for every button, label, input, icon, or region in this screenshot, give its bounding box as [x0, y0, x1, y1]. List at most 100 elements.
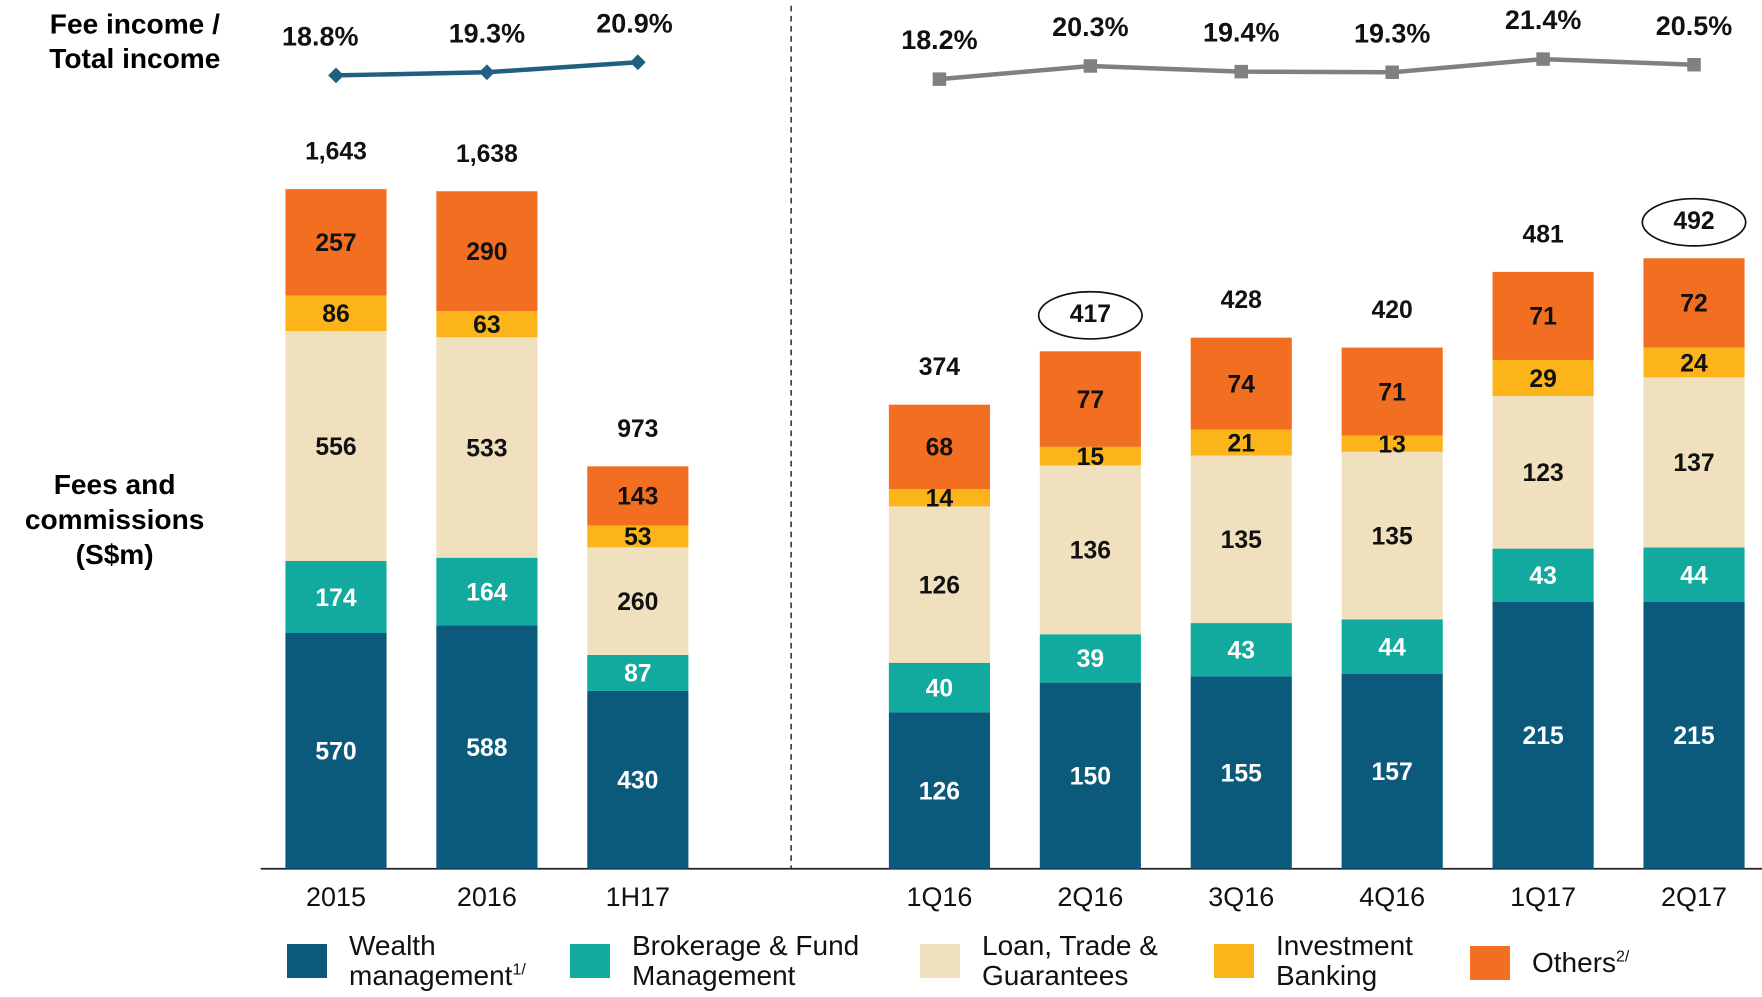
segment-label: 77: [1077, 387, 1105, 414]
segment-label: 556: [315, 434, 356, 461]
ratio-marker: [1687, 57, 1701, 72]
legend-item: Others2/: [1470, 946, 1752, 980]
segment-label: 570: [315, 739, 356, 766]
legend-text: Loan, Trade & Guarantees: [982, 931, 1222, 991]
bar-segment: [587, 654, 689, 691]
bar-segment: [1643, 377, 1745, 548]
ratio-label: 20.9%: [596, 8, 672, 38]
ratio-marker: [1385, 65, 1399, 79]
total-label: 417: [1070, 301, 1111, 328]
y-label: Fees and: [54, 469, 176, 500]
segment-label: 533: [466, 435, 507, 462]
bar-segment: [587, 547, 689, 655]
legend-text: Investment Banking: [1276, 931, 1476, 991]
ratio-marker: [1234, 64, 1249, 79]
x-tick-label: 4Q16: [1359, 882, 1425, 912]
ratio-marker: [328, 67, 344, 84]
ratio-marker: [1083, 59, 1098, 73]
segment-label: 44: [1680, 562, 1708, 589]
segment-label: 14: [926, 486, 954, 513]
bar-segment: [1492, 271, 1594, 360]
line-label: Fee income /: [50, 8, 220, 39]
ratio-label: 19.3%: [1354, 18, 1430, 48]
legend-item: Investment Banking: [1214, 931, 1476, 991]
legend-text: Wealth management1/: [349, 931, 599, 991]
total-label: 973: [617, 416, 658, 443]
legend-label: Investment Banking: [1276, 930, 1413, 991]
ratio-marker: [479, 64, 495, 81]
segment-label: 71: [1529, 304, 1557, 331]
bar-segment: [1190, 337, 1292, 430]
ratio-line: [939, 56, 1695, 82]
legend-swatch: [287, 944, 327, 978]
legend-text: Brokerage & Fund Management: [632, 931, 922, 991]
ratio-label: 18.8%: [282, 21, 358, 51]
segment-label: 135: [1221, 527, 1262, 554]
segment-label: 68: [926, 435, 953, 462]
legend-item: Loan, Trade & Guarantees: [920, 931, 1222, 991]
x-tick-label: 2015: [306, 882, 366, 912]
segment-label: 174: [315, 585, 356, 612]
total-label: 428: [1221, 287, 1262, 314]
segment-label: 40: [926, 675, 953, 702]
segment-label: 150: [1070, 763, 1111, 790]
bar-segment: [1341, 673, 1443, 869]
bar-segment: [436, 311, 538, 338]
legend-note: 2/: [1616, 948, 1630, 966]
bar-segment: [436, 557, 538, 626]
segment-label: 143: [617, 484, 658, 511]
ratio-label: 19.4%: [1203, 18, 1279, 48]
legend-swatch: [1470, 946, 1510, 980]
bar-segment: [1039, 446, 1141, 466]
segment-label: 43: [1228, 638, 1255, 665]
segment-label: 72: [1680, 291, 1708, 318]
total-label: 492: [1673, 208, 1714, 235]
segment-label: 43: [1529, 563, 1557, 590]
bar-segment: [587, 690, 689, 869]
legend-swatch: [920, 944, 960, 978]
legend-label: Wealth management: [349, 930, 513, 991]
highlight-circle: [1641, 197, 1747, 247]
legend-item: Wealth management1/: [287, 931, 599, 991]
bar-segment: [587, 466, 689, 526]
segment-label: 71: [1378, 379, 1406, 406]
bar-segment: [888, 712, 991, 869]
legend-text: Others2/: [1532, 948, 1752, 978]
y-label: commissions: [25, 504, 204, 535]
total-label: 1,643: [305, 139, 367, 166]
x-tick-label: 1H17: [606, 882, 670, 912]
segment-label: 126: [919, 778, 960, 805]
y-label: (S$m): [76, 539, 154, 570]
bar-segment: [1643, 347, 1745, 378]
bar-segment: [285, 331, 387, 562]
line-label: Total income: [49, 43, 220, 74]
ratio-marker: [932, 72, 947, 86]
ratio-label: 18.2%: [901, 25, 977, 55]
bar-segment: [1039, 351, 1141, 447]
segment-label: 135: [1372, 523, 1413, 550]
bar-segment: [1341, 619, 1443, 674]
segment-label: 155: [1221, 760, 1262, 787]
segment-label: 126: [919, 572, 960, 599]
bar-segment: [1039, 465, 1141, 635]
bar-segment: [285, 561, 387, 633]
highlight-circle: [1037, 290, 1143, 340]
segment-label: 63: [473, 312, 501, 339]
bar-segment: [436, 625, 538, 869]
segment-label: 215: [1673, 723, 1714, 750]
segment-label: 137: [1673, 450, 1714, 477]
x-tick-label: 3Q16: [1208, 882, 1274, 912]
bar-segment: [1643, 601, 1745, 869]
x-tick-label: 1Q16: [906, 882, 972, 912]
bar-segment: [1190, 676, 1292, 869]
segment-label: 260: [617, 589, 658, 616]
bar-segment: [1190, 429, 1292, 456]
x-tick-label: 2016: [457, 882, 517, 912]
segment-label: 588: [466, 735, 507, 762]
total-label: 481: [1522, 221, 1563, 248]
ratio-label: 21.4%: [1505, 5, 1581, 35]
bar-segment: [285, 295, 387, 332]
segment-label: 136: [1070, 538, 1111, 565]
segment-label: 257: [315, 230, 356, 257]
